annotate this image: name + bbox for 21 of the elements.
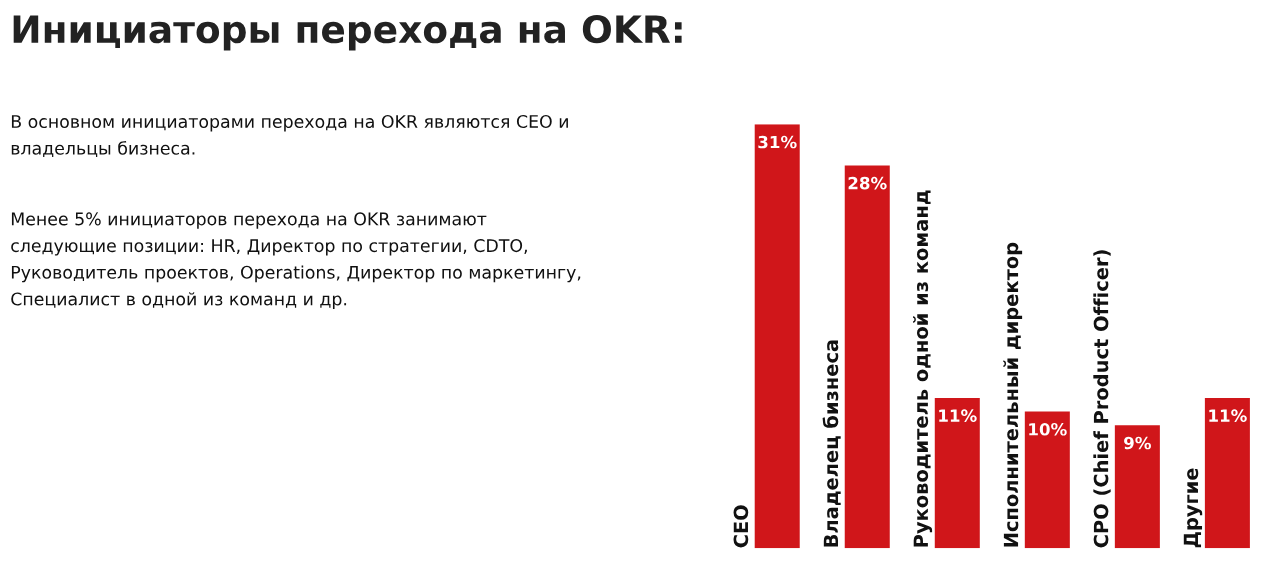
- data-label: 9%: [1124, 436, 1151, 450]
- bar: [1204, 397, 1250, 549]
- data-label: 11%: [939, 409, 977, 422]
- text: В основном инициаторами перехода на OKR являются CEO и владельцы бизнеса.: [11, 114, 568, 157]
- bar: [844, 165, 890, 549]
- bar: [754, 124, 800, 549]
- bar: [1024, 411, 1070, 549]
- x-tick-label: Руководитель одной из команд: [913, 190, 933, 547]
- data-label: 28%: [848, 176, 887, 190]
- data-label: 10%: [1029, 422, 1067, 436]
- x-tick-label: CEO: [733, 505, 749, 548]
- text: Инициаторы перехода на OKR:: [13, 14, 682, 51]
- x-tick-label: Владелец бизнеса: [822, 340, 841, 547]
- x-tick-label: Исполнительный директор: [1003, 242, 1023, 547]
- bar: [1114, 425, 1160, 549]
- data-label: 31%: [758, 135, 797, 149]
- data-label: 11%: [1209, 409, 1247, 422]
- x-tick-label: Другие: [1183, 468, 1203, 548]
- text: Менее 5% инициаторов перехода на OKR занимают следующие позиции: HR, Директор по стратегии, CDTO, Руководитель проектов, Operations, Директор по маркетингу, Специалист в одной из команд и др.: [11, 212, 581, 309]
- x-tick-label: CPO (Chief Product Officer): [1093, 250, 1111, 548]
- bar: [934, 397, 980, 549]
